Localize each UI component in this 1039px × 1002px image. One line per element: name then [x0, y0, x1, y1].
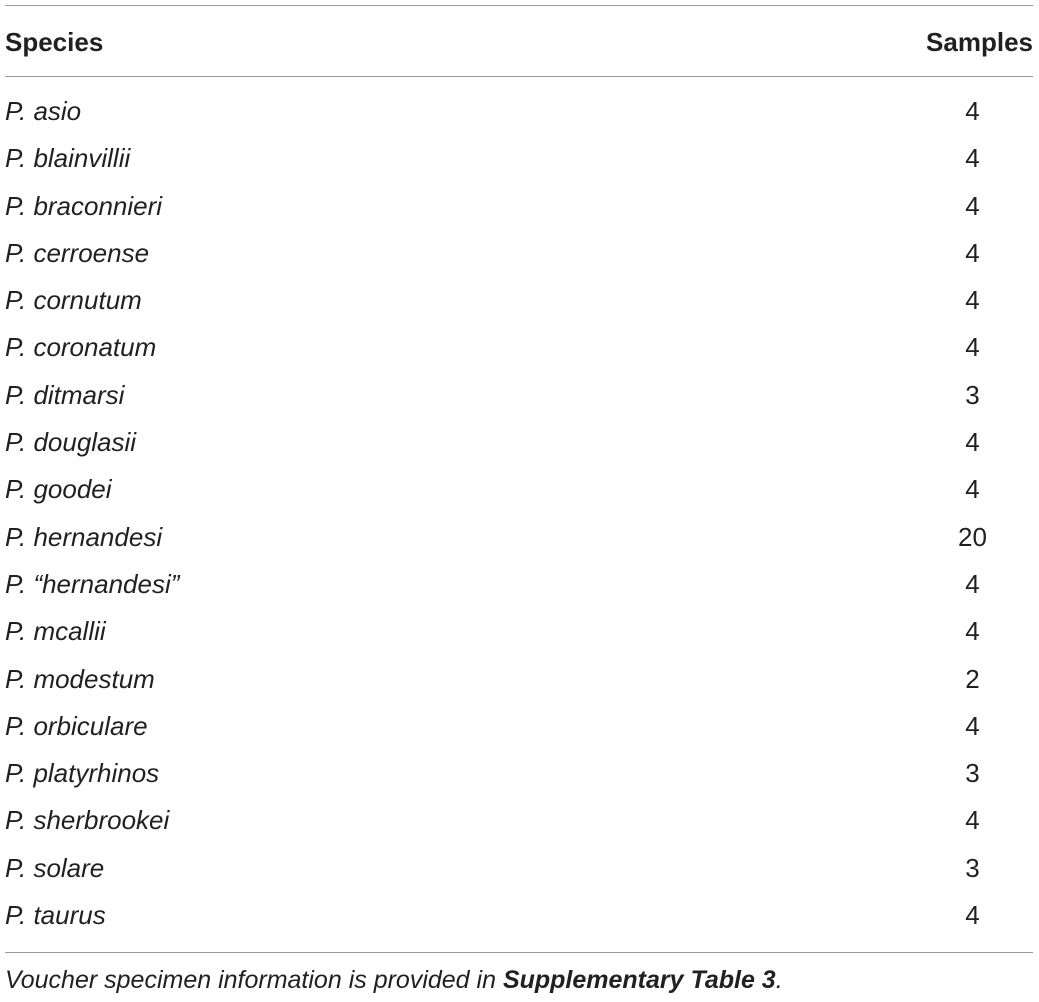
species-name: P. goodei: [5, 474, 112, 505]
sample-count: 4: [965, 568, 980, 599]
species-name: P. taurus: [5, 900, 106, 931]
species-name: P. solare: [5, 852, 105, 883]
sample-count: 4: [965, 143, 980, 174]
table-row: P. taurus 4: [5, 893, 1033, 940]
table-row: P. mcallii 4: [5, 609, 1033, 656]
sample-count: 3: [965, 379, 980, 410]
sample-count: 2: [965, 663, 980, 694]
header-samples: Samples: [926, 27, 1033, 57]
table-bottom-rule: [5, 952, 1033, 953]
table-row: P. cerroense 4: [5, 231, 1033, 278]
species-name: P. “hernandesi”: [5, 568, 180, 599]
sample-count: 4: [965, 427, 980, 458]
species-name: P. mcallii: [5, 616, 106, 647]
table-row: P. goodei 4: [5, 467, 1033, 514]
footnote-reference: Supplementary Table 3: [502, 966, 776, 994]
sample-count: 4: [965, 332, 980, 363]
sample-count: 4: [965, 237, 980, 268]
table-row: P. blainvillii 4: [5, 136, 1033, 183]
table-row: P. solare 3: [5, 846, 1033, 893]
species-name: P. platyrhinos: [5, 758, 160, 789]
table-body: P. asio 4 P. blainvillii 4 P. braconnieri 4 P.…: [5, 89, 1033, 940]
table-row: P. “hernandesi” 4: [5, 562, 1033, 609]
species-name: P. sherbrookei: [5, 805, 170, 836]
sample-count: 4: [965, 96, 980, 126]
header-species: Species: [5, 27, 104, 57]
table-header-row: Species Samples: [5, 22, 1033, 62]
table-row: P. platyrhinos 3: [5, 751, 1033, 798]
sample-count: 3: [965, 758, 980, 789]
table-footnote: Voucher specimen information is provided…: [5, 960, 783, 1000]
table-row: P. cornutum 4: [5, 278, 1033, 325]
species-name: P. braconnieri: [5, 190, 163, 221]
table-row: P. braconnieri 4: [5, 184, 1033, 231]
sample-count: 4: [965, 616, 980, 647]
sample-count: 4: [965, 710, 980, 741]
sample-count: 4: [965, 474, 980, 505]
table-row: P. sherbrookei 4: [5, 798, 1033, 845]
sample-count: 20: [958, 521, 987, 552]
sample-count: 4: [965, 190, 980, 221]
species-name: P. cerroense: [5, 237, 150, 268]
table-row: P. coronatum 4: [5, 325, 1033, 372]
species-name: P. blainvillii: [5, 143, 131, 174]
table-top-rule: [5, 5, 1033, 6]
footnote-end: .: [775, 966, 783, 994]
table-row: P. ditmarsi 3: [5, 373, 1033, 420]
sample-count: 4: [965, 805, 980, 836]
table-row: P. asio 4: [5, 89, 1033, 136]
table-row: P. modestum 2: [5, 657, 1033, 704]
table-row: P. hernandesi 20: [5, 515, 1033, 562]
table-header-rule: [5, 76, 1033, 77]
species-name: P. asio: [5, 96, 82, 126]
species-name: P. orbiculare: [5, 710, 148, 741]
table-row: P. douglasii 4: [5, 420, 1033, 467]
species-name: P. modestum: [5, 663, 155, 694]
species-name: P. coronatum: [5, 332, 157, 363]
sample-count: 3: [965, 852, 980, 883]
table-row: P. orbiculare 4: [5, 704, 1033, 751]
species-name: P. cornutum: [5, 285, 142, 316]
sample-count: 4: [965, 285, 980, 316]
footnote-text: Voucher specimen information is provided…: [5, 966, 503, 994]
species-name: P. douglasii: [5, 427, 137, 458]
sample-count: 4: [965, 900, 980, 931]
species-name: P. ditmarsi: [5, 379, 125, 410]
species-name: P. hernandesi: [5, 521, 163, 552]
